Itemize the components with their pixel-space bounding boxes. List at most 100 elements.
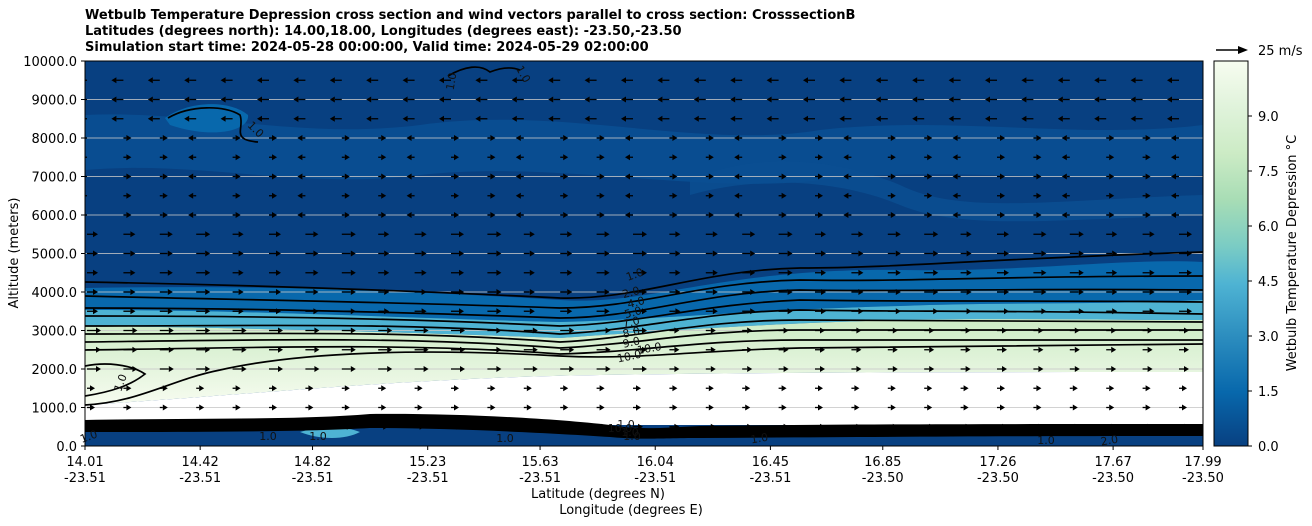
wind-vector-head <box>310 423 316 430</box>
wind-vector-head <box>350 346 356 353</box>
wind-vector-head <box>1149 269 1155 276</box>
y-axis: 0.0 1000.0 2000.0 3000.0 4000.0 5000.0 6000.0 7… <box>23 55 85 455</box>
quiver-key-arrow-icon <box>1238 46 1248 54</box>
wind-vector-head <box>642 327 647 334</box>
wind-vector-head <box>257 96 262 103</box>
wind-vector-head <box>384 289 390 295</box>
contour-line <box>85 363 147 397</box>
wind-vector-head <box>1149 250 1155 257</box>
wind-vector-head <box>278 327 283 334</box>
wind-vector-head <box>1111 346 1117 353</box>
wind-vector-head <box>308 385 314 392</box>
x-tick-label-lon: -23.51 <box>519 471 561 486</box>
wind-vector-head <box>1041 269 1047 276</box>
contour-label: 7.0 <box>621 314 641 331</box>
wind-vector-head <box>75 77 80 83</box>
wind-vector-head <box>1061 192 1067 199</box>
contour-label: 2.0 <box>1100 433 1119 449</box>
wind-vector-head <box>821 250 826 257</box>
wind-vector-head <box>1004 308 1009 315</box>
wind-vector-head <box>1078 269 1084 276</box>
wind-vector-head <box>895 289 901 295</box>
wind-vector-head <box>344 404 350 411</box>
wind-vector-head <box>313 231 319 238</box>
wind-vector-head <box>1149 231 1155 238</box>
wind-vector-head <box>272 212 277 218</box>
wind-vector-head <box>965 423 971 430</box>
wind-vector-head <box>350 366 356 372</box>
contour-label: 2.0 <box>621 284 641 301</box>
wind-vector-head <box>1145 404 1151 411</box>
wind-vector-head <box>126 404 132 411</box>
wind-vector-head <box>927 173 933 180</box>
wind-vector-head <box>710 346 716 353</box>
wind-vector-head <box>675 308 681 315</box>
wind-vector-head <box>1004 269 1009 276</box>
wind-vector-head <box>1109 173 1115 180</box>
wind-vector-head <box>529 289 535 295</box>
contour-line <box>85 319 1203 343</box>
wind-vector-head <box>657 96 663 103</box>
wind-vector-head <box>297 192 303 199</box>
wind-vector-head <box>511 77 517 84</box>
wind-vector-head <box>1002 346 1007 353</box>
wind-vector-head <box>625 154 630 161</box>
wind-vector-head <box>787 269 793 276</box>
wind-vector-head <box>205 289 211 295</box>
wind-vector-head <box>406 212 412 218</box>
wind-vector-head <box>167 231 173 238</box>
wind-vector-head <box>329 96 335 103</box>
wind-vector-head <box>528 423 534 430</box>
wind-vector-head <box>272 154 277 161</box>
wind-vector-head <box>642 231 647 238</box>
wind-vector-head <box>1061 135 1067 141</box>
wind-vector-head <box>532 327 538 334</box>
wind-vector-head <box>1021 96 1027 103</box>
wind-vector-head <box>548 115 554 122</box>
wind-vector-head <box>454 404 459 411</box>
wind-vector-head <box>693 115 699 122</box>
wind-vector-head <box>93 289 98 295</box>
wind-vector-head <box>1187 231 1192 238</box>
wind-vector-head <box>1187 250 1192 257</box>
x-tick-label-lat: 17.99 <box>1184 455 1221 470</box>
wind-vector-head <box>130 250 136 257</box>
wind-vector-head <box>93 269 98 276</box>
wind-vector-head <box>529 269 535 276</box>
wind-vector-head <box>1109 154 1115 161</box>
wind-vector-head <box>672 173 678 180</box>
wind-vector-head <box>672 385 678 392</box>
wind-vector-head <box>454 154 459 161</box>
wind-vector-head <box>168 346 174 353</box>
colorbar-tick-label: 7.5 <box>1258 165 1279 180</box>
wind-vector-head <box>1171 212 1176 218</box>
wind-vector-head <box>490 154 496 161</box>
wind-vector-head <box>1149 308 1155 315</box>
chart-title-line-2: Latitudes (degrees north): 14.00,18.00, … <box>85 24 682 39</box>
wind-vector-head <box>272 173 277 180</box>
x-tick-label-lon: -23.51 <box>407 471 449 486</box>
wind-vector-head <box>220 77 226 84</box>
wind-vector-head <box>730 115 736 122</box>
y-tick-label: 9000.0 <box>32 94 78 109</box>
wind-vector-head <box>241 327 247 334</box>
colorbar: 0.0 1.5 3.0 4.5 6.0 7.5 9.0 Wetbulb Temperatur… <box>1213 60 1300 455</box>
wind-vector-head <box>599 212 605 218</box>
wind-vector-head <box>188 212 194 218</box>
wind-vector-head <box>421 308 427 315</box>
wind-vector-head <box>475 115 481 122</box>
wind-vector-head <box>492 423 498 430</box>
contour-line <box>85 299 1203 327</box>
wind-vector-head <box>745 404 751 411</box>
wind-vector-head <box>515 212 521 218</box>
wind-vector-head <box>1145 192 1151 199</box>
wind-vector-head <box>402 96 408 103</box>
wind-vector-head <box>132 327 138 334</box>
wind-vector-head <box>130 289 136 295</box>
wind-vector-head <box>147 77 153 84</box>
wind-vector-head <box>313 308 319 315</box>
wind-vector-head <box>927 192 933 199</box>
wind-vector-head <box>93 250 98 257</box>
x-tick-label-lon: -23.51 <box>64 471 106 486</box>
wind-vector-head <box>675 289 681 295</box>
